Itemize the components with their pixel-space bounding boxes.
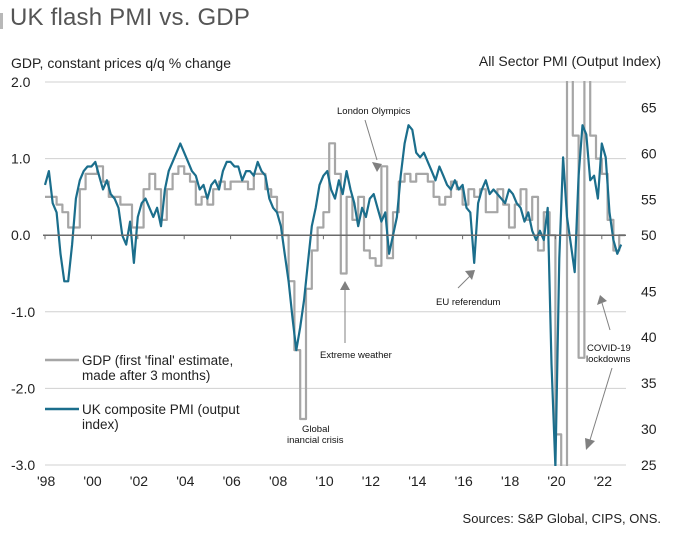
x-tick-label: '98: [37, 473, 55, 489]
legend-label-pmi-line2: index): [82, 417, 119, 432]
pmi-series-line: [43, 124, 623, 466]
annotation-london-olympics: London Olympics: [337, 106, 411, 117]
annotation-arrow-line: [364, 119, 378, 161]
y-right-tick-label: 40: [641, 329, 657, 345]
annotation-arrow-line: [589, 367, 613, 441]
x-tick-label: '22: [594, 473, 612, 489]
x-tick-label: '06: [223, 473, 241, 489]
y-left-tick-label: 2.0: [11, 74, 31, 90]
x-tick-label: '08: [269, 473, 287, 489]
left-axis-ticks: 2.0 1.0 0.0 -1.0 -2.0 -3.0: [11, 74, 35, 473]
annotations: London Olympics Extreme weather Global i…: [287, 106, 631, 450]
annotation-eu-referendum: EU referendum: [436, 297, 501, 308]
annotation-gfc-line1: Global: [302, 424, 329, 435]
y-right-tick-label: 55: [641, 191, 657, 207]
legend-label-gdp-line2: made after 3 months): [82, 368, 210, 383]
annotation-gfc-line2: inancial crisis: [287, 435, 344, 446]
y-right-tick-label: 45: [641, 283, 657, 299]
annotation-covid-line1: COVID-19: [587, 343, 631, 354]
y-right-tick-label: 65: [641, 100, 657, 116]
arrow-head-icon: [340, 281, 350, 290]
gdp-series-line: [45, 81, 625, 466]
arrow-head-icon: [372, 162, 382, 172]
series-layer: [43, 81, 625, 466]
right-axis-ticks: 65 60 55 50 45 40 35 30 25: [641, 100, 657, 473]
left-axis-label: GDP, constant prices q/q % change: [11, 55, 231, 71]
y-right-tick-label: 30: [641, 421, 657, 437]
y-left-tick-label: -1.0: [11, 304, 35, 320]
x-tick-label: '20: [547, 473, 565, 489]
x-tick-label: '04: [176, 473, 194, 489]
legend-label-pmi-line1: UK composite PMI (output: [82, 402, 240, 417]
right-axis-label: All Sector PMI (Output Index): [478, 53, 661, 69]
chart-title: UK flash PMI vs. GDP: [10, 4, 251, 31]
x-tick-label: '00: [83, 473, 101, 489]
y-left-tick-label: 1.0: [11, 151, 31, 167]
x-tick-label: '02: [130, 473, 148, 489]
annotation-extreme-weather: Extreme weather: [320, 350, 392, 361]
y-left-tick-label: -3.0: [11, 457, 35, 473]
x-tick-label: '14: [408, 473, 426, 489]
x-tick-label: '18: [501, 473, 519, 489]
legend: GDP (first 'final' estimate, made after …: [45, 353, 240, 432]
title-accent-bar: [0, 13, 3, 29]
x-tick-label: '12: [362, 473, 380, 489]
y-right-tick-label: 35: [641, 375, 657, 391]
zero-axis: [43, 234, 626, 240]
annotation-arrow-line: [601, 302, 611, 331]
x-tick-label: '10: [315, 473, 333, 489]
arrow-head-icon: [585, 438, 595, 450]
x-axis-ticks: '98 '00 '02 '04 '06 '08 '10 '12 '14 '16 '18 '20 '22: [37, 473, 612, 489]
annotation-arrow-line: [457, 275, 471, 289]
legend-label-gdp-line1: GDP (first 'final' estimate,: [82, 353, 233, 368]
arrow-head-icon: [465, 270, 475, 280]
y-right-tick-label: 50: [641, 227, 657, 243]
y-right-tick-label: 60: [641, 146, 657, 162]
y-right-tick-label: 25: [641, 457, 657, 473]
y-left-tick-label: 0.0: [11, 227, 31, 243]
arrow-head-icon: [597, 295, 607, 305]
annotation-covid-line2: lockdowns: [586, 354, 631, 365]
y-left-tick-label: -2.0: [11, 380, 35, 396]
source-note: Sources: S&P Global, CIPS, ONS.: [462, 511, 661, 526]
x-tick-label: '16: [455, 473, 473, 489]
